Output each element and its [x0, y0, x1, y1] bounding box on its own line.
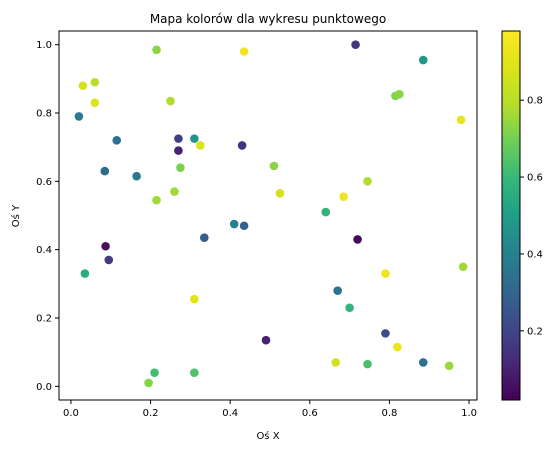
- data-point-23: [200, 233, 209, 243]
- data-point-33: [333, 286, 342, 295]
- data-point-47: [444, 361, 454, 371]
- x-axis-label: Oś X: [256, 430, 279, 442]
- data-point-29: [269, 161, 279, 171]
- data-point-26: [239, 221, 249, 231]
- x-tick-label: 0.6: [302, 408, 318, 419]
- data-point-25: [237, 141, 247, 150]
- colorbar-tick-label: 0.2: [527, 326, 543, 337]
- data-point-15: [170, 187, 179, 196]
- y-tick-label: 0.2: [36, 314, 52, 325]
- data-point-46: [418, 358, 428, 367]
- data-point-4: [90, 98, 100, 108]
- data-point-13: [152, 195, 161, 205]
- y-tick-label: 0.8: [36, 109, 52, 120]
- y-tick-label: 0.0: [36, 382, 52, 393]
- colorbar-frame: [501, 30, 521, 401]
- y-tick-label: 1.0: [36, 40, 52, 51]
- data-point-3: [90, 77, 100, 87]
- data-point-44: [395, 89, 404, 99]
- data-point-12: [152, 45, 161, 55]
- y-tick-label: 0.4: [36, 245, 52, 256]
- points-layer: [74, 40, 468, 388]
- data-point-14: [166, 96, 175, 106]
- data-point-20: [190, 294, 199, 304]
- data-point-16: [174, 134, 183, 143]
- data-point-7: [104, 255, 114, 265]
- chart-title: Mapa kolorów dla wykresu punktowego: [150, 12, 386, 26]
- data-point-43: [393, 342, 402, 352]
- data-point-41: [381, 329, 390, 338]
- data-point-49: [458, 262, 468, 272]
- data-point-48: [456, 115, 466, 125]
- data-point-28: [261, 335, 271, 345]
- x-tick-label: 0.2: [143, 408, 159, 419]
- data-point-37: [353, 235, 362, 244]
- data-point-38: [363, 177, 372, 186]
- data-point-21: [190, 368, 199, 377]
- data-point-1: [78, 81, 88, 90]
- colorbar-tick-label: 0.8: [527, 96, 543, 107]
- x-tick-label: 1.0: [461, 408, 477, 419]
- data-point-11: [150, 368, 159, 377]
- data-point-24: [229, 219, 239, 229]
- x-tick-label: 0.4: [222, 408, 238, 419]
- data-point-19: [190, 134, 199, 143]
- data-point-8: [112, 136, 122, 145]
- data-point-31: [321, 207, 331, 217]
- data-point-34: [339, 192, 348, 202]
- x-axis-ticks: 0.0 0.2 0.4 0.6 0.8 1.0: [63, 400, 477, 419]
- data-point-40: [381, 269, 390, 278]
- colorbar-tick-label: 0.4: [527, 249, 543, 260]
- x-tick-label: 0.0: [63, 408, 79, 419]
- data-point-2: [80, 269, 90, 278]
- data-point-45: [418, 55, 428, 65]
- data-point-27: [239, 47, 249, 56]
- colorbar: [502, 31, 520, 400]
- plot-area: [59, 31, 477, 400]
- y-axis-ticks: 0.0 0.2 0.4 0.6 0.8 1.0: [36, 40, 59, 393]
- y-tick-label: 0.6: [36, 177, 52, 188]
- data-point-22: [196, 141, 205, 150]
- data-point-35: [345, 303, 354, 313]
- data-point-9: [132, 171, 141, 181]
- colorbar-ticks: 0.2 0.4 0.6 0.8: [520, 96, 543, 337]
- data-point-6: [101, 241, 110, 251]
- data-point-18: [176, 163, 185, 172]
- data-point-32: [331, 358, 340, 367]
- colorbar-tick-label: 0.6: [527, 173, 543, 184]
- data-point-30: [275, 188, 285, 198]
- data-point-10: [144, 378, 153, 388]
- data-point-17: [174, 146, 183, 155]
- data-point-5: [100, 166, 110, 176]
- y-axis-label: Oś Y: [10, 204, 22, 227]
- x-tick-label: 0.8: [381, 408, 397, 419]
- plot-frame: [58, 30, 478, 401]
- data-point-36: [351, 40, 360, 49]
- data-point-0: [74, 112, 84, 121]
- data-point-39: [363, 359, 372, 369]
